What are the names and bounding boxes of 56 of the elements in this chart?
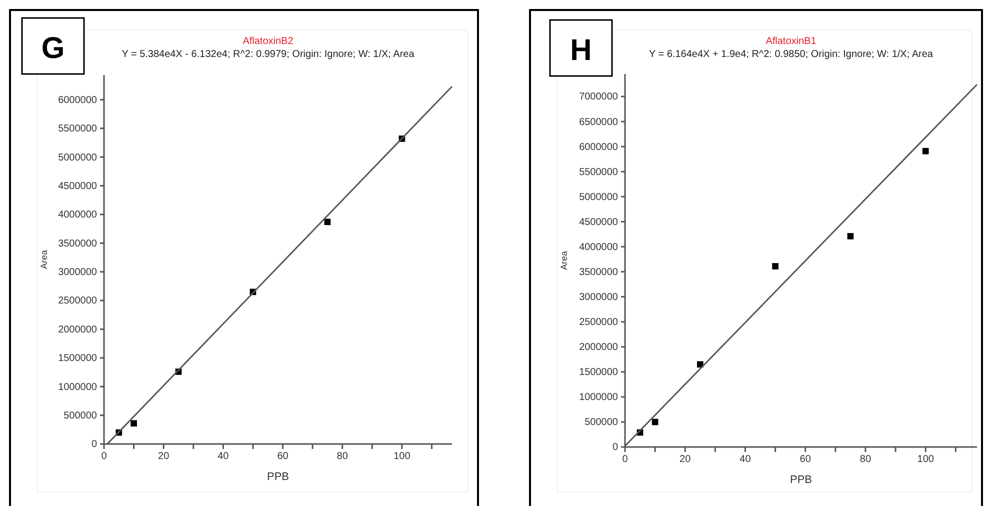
x-tick-label: 20	[158, 451, 170, 462]
y-tick-label: 2500000	[58, 296, 98, 307]
text: G	[41, 32, 65, 65]
y-tick-label: 3000000	[579, 292, 618, 303]
x-tick-label: 0	[622, 454, 628, 466]
chart-title: AflatoxinB2	[242, 36, 294, 47]
chart-subtitle: Y = 5.384e4X - 6.132e4; R^2: 0.9979; Origin: Ignore; W: 1/X; Area	[122, 49, 415, 60]
x-tick-label: 60	[800, 454, 812, 466]
x-tick-label: 80	[336, 451, 348, 462]
y-tick-label: 1000000	[58, 382, 98, 393]
y-tick-label: 1000000	[579, 392, 618, 404]
y-tick-label: 1500000	[58, 353, 98, 364]
point	[652, 418, 658, 426]
x-tick-label: 40	[218, 451, 230, 462]
point	[324, 218, 331, 226]
chart-title: AflatoxinB1	[766, 36, 817, 47]
y-tick-label: 0	[612, 442, 618, 454]
y-tick-label: 5000000	[58, 152, 98, 164]
y-tick-label: 2000000	[579, 342, 618, 354]
y-tick-label: 5500000	[58, 124, 98, 135]
y-tick-label: 4500000	[579, 216, 618, 228]
x-tick-label: 40	[740, 454, 752, 466]
x-tick-label: 60	[277, 451, 289, 462]
chart-subtitle: Y = 6.164e4X + 1.9e4; R^2: 0.9850; Origin: Ignore; W: 1/X; Area	[649, 49, 934, 60]
y-tick-label: 0	[91, 439, 98, 450]
y-tick-label: 2500000	[579, 317, 618, 328]
y-tick-label: 6000000	[58, 94, 98, 106]
y-tick-label: 3000000	[58, 267, 98, 278]
y-tick-label: 5500000	[579, 166, 618, 178]
y-tick-label: 1500000	[579, 367, 618, 378]
y-tick-label: 4000000	[58, 210, 98, 221]
point	[772, 263, 778, 270]
y-tick-label: 7000000	[579, 92, 618, 103]
point	[847, 233, 854, 240]
text: H	[570, 34, 592, 67]
y-tick-label: 5000000	[579, 192, 618, 203]
y-tick-label: 4000000	[579, 242, 618, 253]
y-tick-label: 3500000	[58, 238, 98, 250]
point	[922, 148, 929, 154]
x-axis-title: PPB	[266, 471, 290, 483]
y-axis-title: Area	[39, 250, 49, 270]
x-tick-label: 100	[917, 454, 934, 466]
x-tick-label: 0	[101, 451, 108, 462]
y-tick-label: 500000	[584, 417, 618, 428]
y-tick-label: 6500000	[579, 116, 618, 128]
y-tick-label: 4500000	[58, 180, 98, 192]
point	[130, 420, 137, 427]
y-tick-label: 500000	[64, 410, 98, 422]
y-tick-label: 3500000	[579, 266, 618, 278]
y-axis-title: Area	[559, 250, 569, 270]
x-tick-label: 80	[860, 454, 872, 466]
y-tick-label: 6000000	[579, 142, 618, 153]
x-axis-title: PPB	[790, 474, 812, 486]
x-tick-label: 20	[680, 454, 692, 466]
y-tick-label: 2000000	[58, 324, 98, 336]
x-tick-label: 100	[394, 451, 411, 462]
